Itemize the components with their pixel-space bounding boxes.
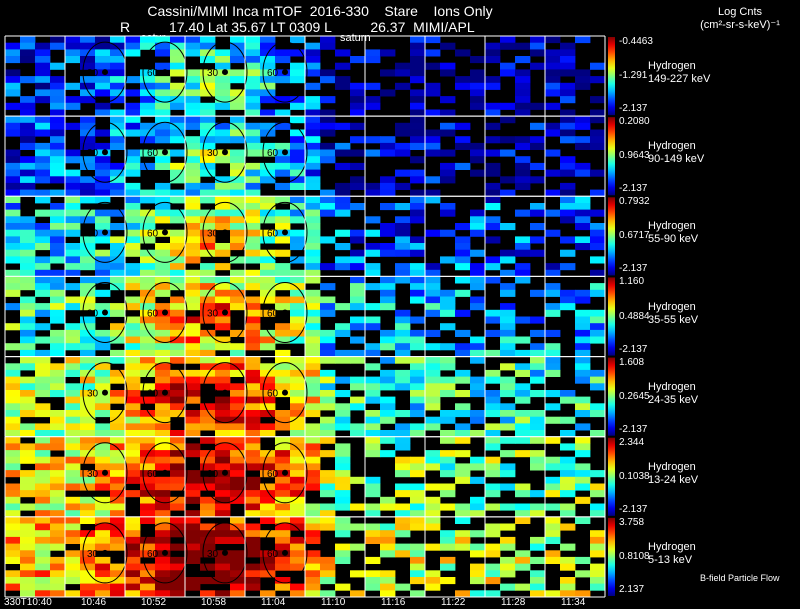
time-tick-label: 11:22 [441, 597, 466, 608]
flow-legend-label: B-field Particle Flow [700, 573, 780, 583]
colorbar-max-label: -0.4463 [619, 36, 653, 47]
energy-label: 90-149 keV [648, 153, 705, 166]
energy-label: 13-24 keV [648, 473, 699, 486]
chart-title: Cassini/MIMI Inca mTOF 2016-330 Stare Io… [147, 3, 493, 19]
colorbar-min-label: 2.137 [619, 584, 645, 595]
time-tick-label: 11:10 [321, 597, 346, 608]
energy-label: 55-90 keV [648, 233, 699, 246]
contour-label: 60 [267, 549, 279, 560]
contour-label: 60 [267, 469, 279, 480]
species-label: Hydrogen [648, 380, 696, 393]
time-tick-label: 11:04 [261, 597, 286, 608]
contour-label: 30 [207, 68, 219, 79]
colorbar-mid-label: 0.8108 [619, 550, 650, 562]
colorbar-min-label: -2.137 [619, 423, 648, 435]
time-tick-label: 10:52 [141, 597, 167, 608]
contour-label: 30 [87, 148, 99, 159]
contour-label: 60 [267, 389, 279, 400]
colorbar-mid-label: -1.291 [619, 70, 648, 82]
species-label: Hydrogen [648, 300, 696, 313]
contour-label: 30 [207, 389, 219, 400]
contour-label: 60 [147, 68, 159, 79]
colorbar-mid-label: 0.1038 [619, 470, 650, 482]
colorbar-6 [608, 517, 615, 596]
energy-label: 5-13 keV [648, 553, 693, 566]
colorbar-units: (cm²-sr-s-keV)⁻¹ [700, 19, 780, 31]
contour-label: 30 [87, 308, 99, 319]
time-tick-label: 11:16 [381, 597, 406, 608]
species-label: Hydrogen [648, 460, 696, 473]
time-tick-label: 330T10:40 [4, 597, 52, 608]
colorbar-0 [608, 37, 615, 116]
colorbar-max-label: 1.160 [619, 276, 645, 288]
contour-label: 30 [207, 228, 219, 239]
contour-label: 30 [207, 469, 219, 480]
species-label: Hydrogen [648, 220, 696, 233]
time-tick-label: 10:46 [81, 597, 107, 608]
contour-label: 30 [87, 68, 99, 79]
time-tick-label: 11:34 [561, 597, 586, 608]
contour-label: 30 [87, 469, 99, 480]
colorbar-max-label: 0.2080 [619, 116, 650, 128]
panel-3: 30 60 30 60 [4, 275, 606, 358]
colorbar-5 [608, 437, 615, 516]
contour-label: 60 [267, 308, 279, 319]
contour-label: 60 [147, 148, 159, 159]
orbit-info: R 17.40 Lat 35.67 LT 0309 L 26.37 MIMI/A… [120, 19, 475, 35]
contour-label: 30 [87, 228, 99, 239]
energy-label: 149-227 keV [648, 73, 711, 86]
saturn-marker-label-2: saturn [340, 32, 371, 44]
species-label: Hydrogen [648, 140, 696, 153]
energy-label: 35-55 keV [648, 313, 699, 326]
colorbar-3 [608, 277, 615, 356]
panel-6: 30 60 30 60 [4, 516, 606, 598]
colorbar-1 [608, 117, 615, 196]
colorbar-min-label: -2.137 [619, 263, 648, 275]
contour-label: 60 [267, 228, 279, 239]
colorbar-min-label: -2.137 [619, 183, 648, 195]
contour-label: 60 [147, 389, 159, 400]
colorbar-2 [608, 197, 615, 276]
colorbar-max-label: 1.608 [619, 356, 645, 368]
panel-5: 30 60 30 60 [4, 436, 606, 518]
species-label: Hydrogen [648, 540, 696, 553]
colorbar-mid-label: 0.9643 [619, 150, 650, 162]
contour-label: 60 [267, 148, 279, 159]
colorbar-units-title: Log Cnts [717, 6, 763, 18]
colorbar-max-label: 0.7932 [619, 196, 650, 208]
colorbar-4 [608, 357, 615, 436]
energy-label: 24-35 keV [648, 393, 699, 406]
contour-label: 30 [87, 389, 99, 400]
time-tick-label: 10:58 [201, 597, 227, 608]
colorbar-mid-label: 0.4884 [619, 310, 650, 322]
panel-4: 30 60 30 60 [4, 356, 606, 438]
contour-label: 30 [87, 549, 99, 560]
contour-label: 60 [147, 308, 159, 319]
colorbar-min-label: -2.137 [619, 103, 648, 115]
contour-label: 30 [207, 549, 219, 560]
time-tick-label: 11:28 [501, 597, 526, 608]
contour-label: 60 [147, 469, 159, 480]
colorbar-mid-label: 0.6717 [619, 230, 650, 242]
panel-1: 30 60 30 60 [4, 115, 606, 197]
colorbar-min-label: -2.137 [619, 343, 648, 355]
species-label: Hydrogen [648, 60, 696, 73]
contour-label: 60 [147, 549, 159, 560]
panel-0: 30 60 30 60 [4, 35, 606, 117]
contour-label: 60 [147, 228, 159, 239]
colorbar-mid-label: 0.2645 [619, 390, 650, 402]
contour-label: 30 [207, 148, 219, 159]
panel-2: 30 60 30 60 [4, 195, 606, 277]
colorbar-max-label: 2.344 [619, 436, 645, 448]
colorbar-max-label: 3.758 [619, 516, 645, 528]
colorbar-min-label: -2.137 [619, 503, 648, 515]
contour-label: 30 [207, 308, 219, 319]
contour-label: 60 [267, 68, 279, 79]
